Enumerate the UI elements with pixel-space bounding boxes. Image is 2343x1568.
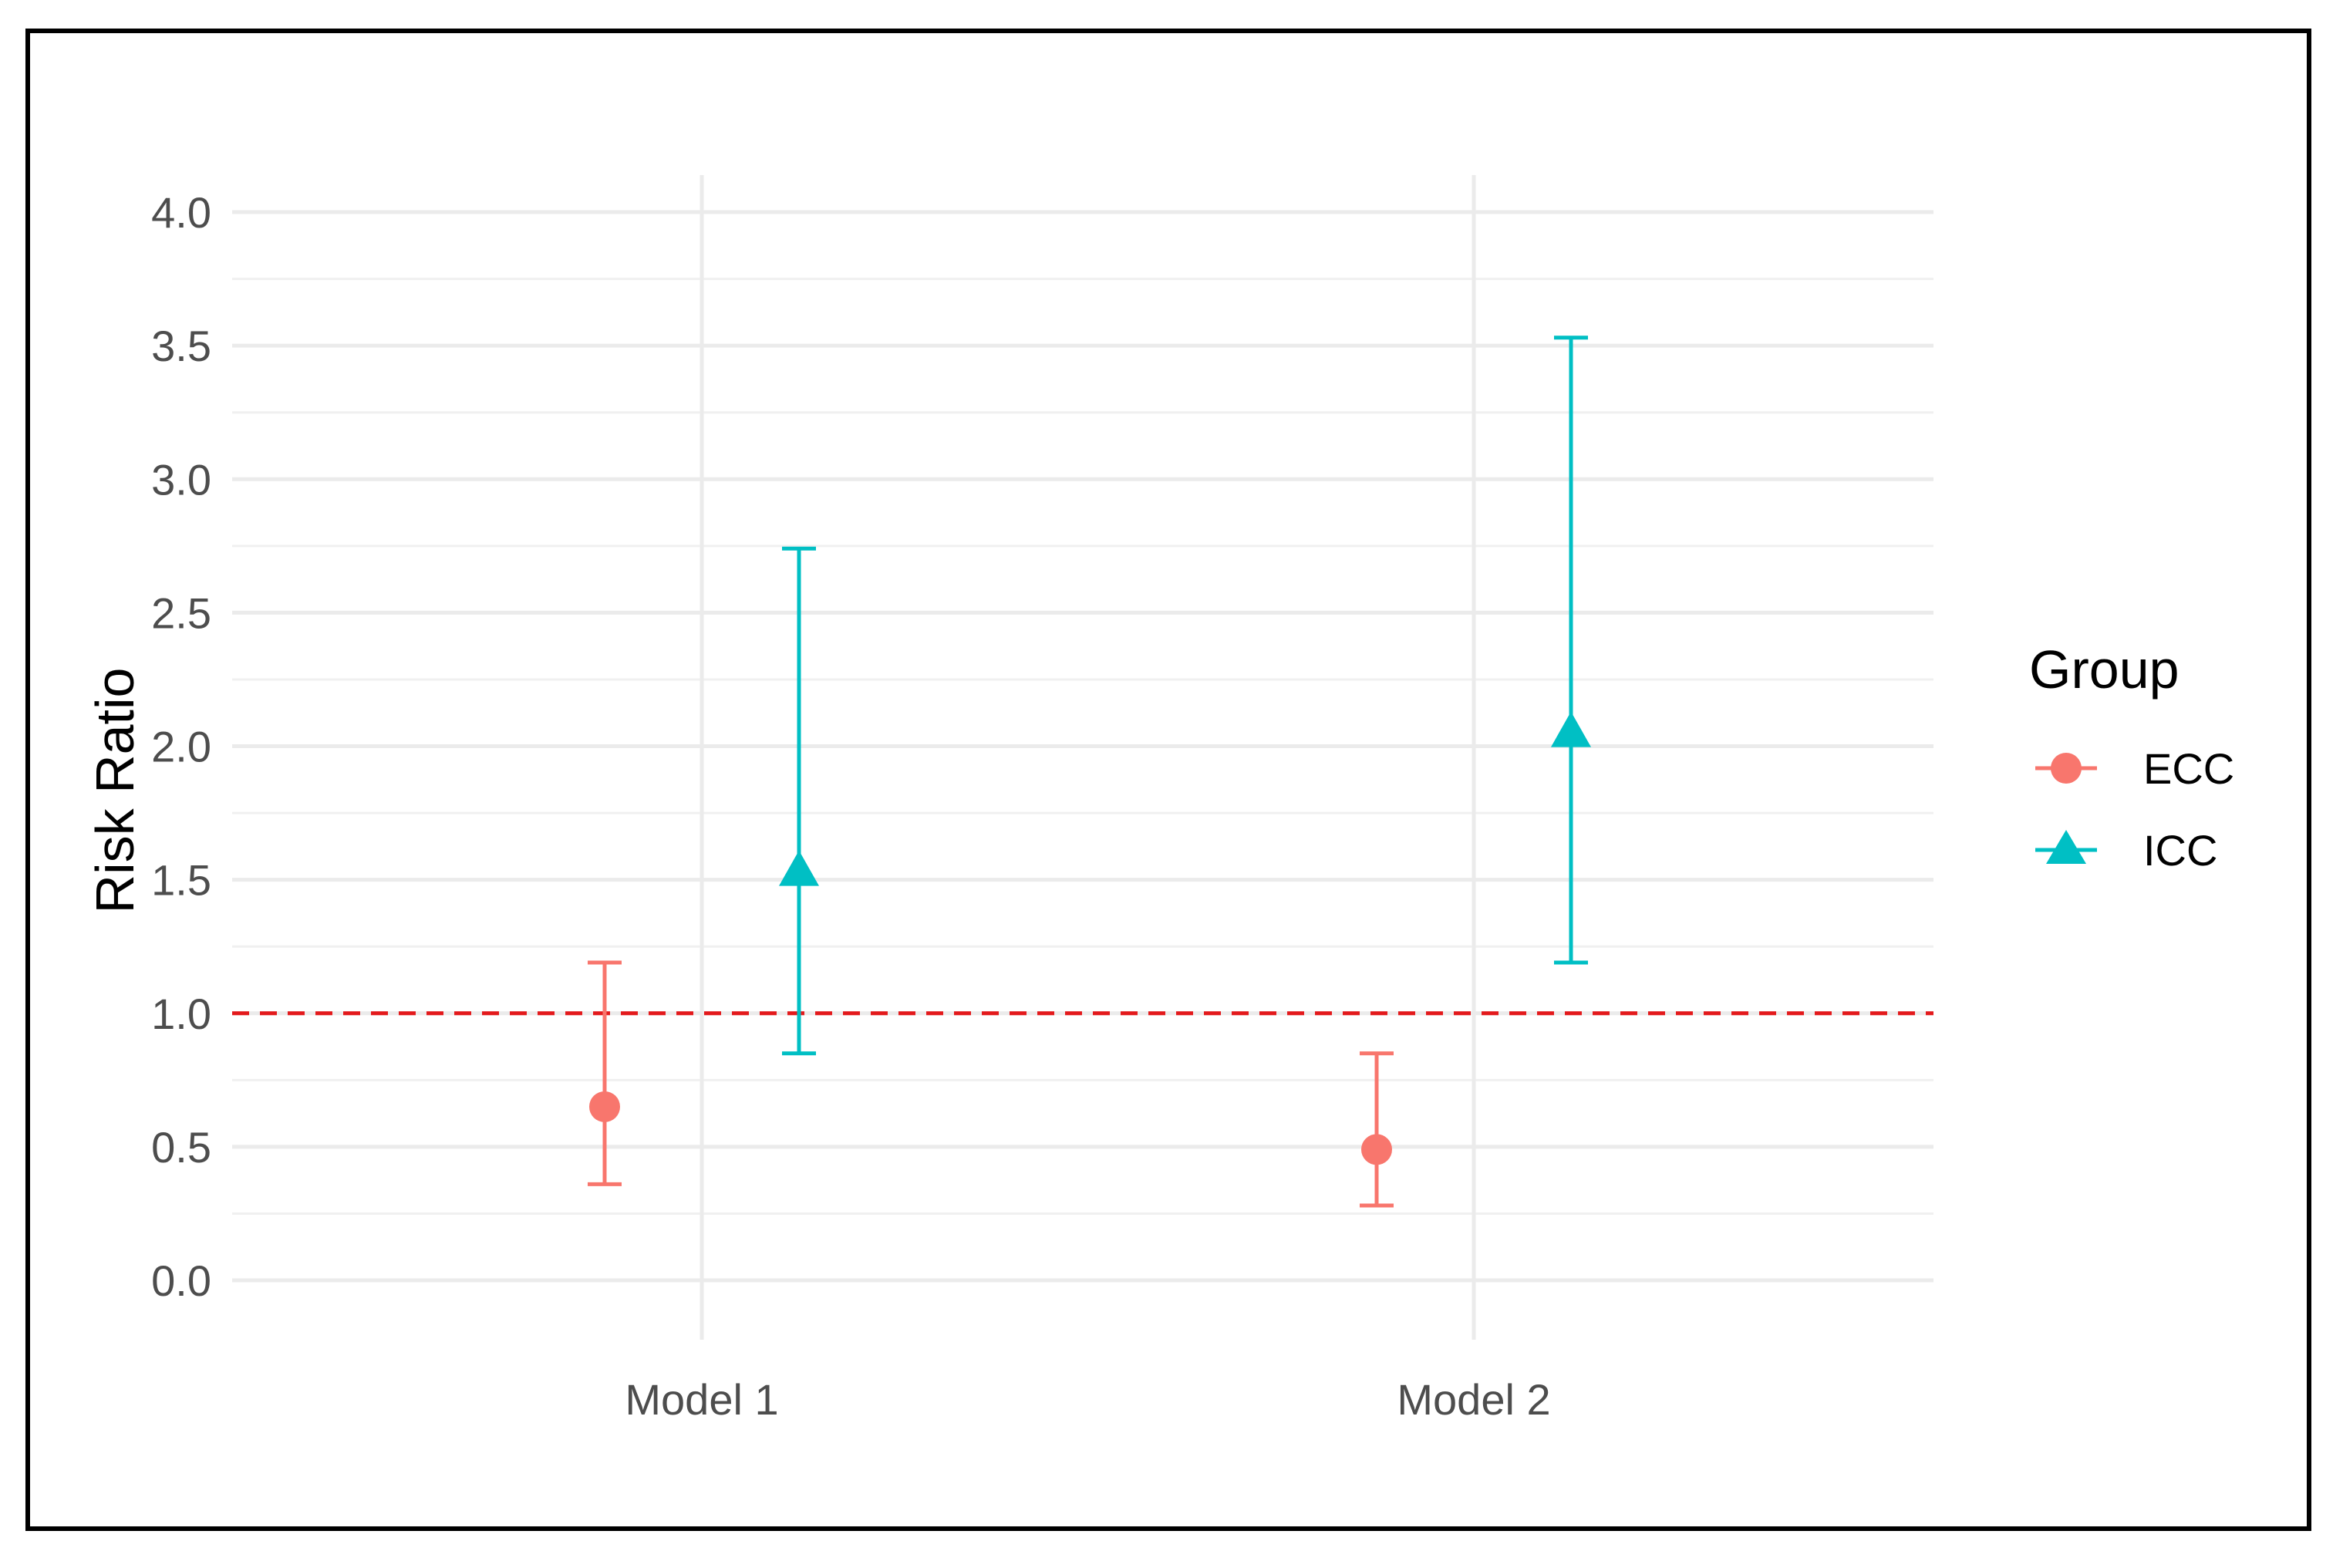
grid-major (232, 175, 1933, 1340)
y-tick-label: 0.5 (151, 1123, 211, 1172)
y-tick-label: 0.0 (151, 1256, 211, 1305)
legend-label-icc: ICC (2143, 826, 2217, 875)
y-tick-label: 1.5 (151, 856, 211, 905)
data-marks (588, 336, 1591, 1208)
x-tick-labels: Model 1 Model 2 (625, 1375, 1550, 1424)
legend-key-ecc (2051, 753, 2082, 784)
legend-title: Group (2029, 639, 2179, 700)
x-tick-label: Model 2 (1397, 1375, 1550, 1424)
chart-frame: 0.0 0.5 1.0 1.5 2.0 2.5 3.0 3.5 4.0 Model 1 Model… (25, 29, 2311, 1531)
y-axis-title: Risk Ratio (85, 668, 145, 914)
y-tick-labels: 0.0 0.5 1.0 1.5 2.0 2.5 3.0 3.5 4.0 (151, 188, 211, 1305)
point-ecc (589, 1091, 620, 1122)
risk-ratio-chart: 0.00.51.01.52.02.53.03.54.0 Model 1 Model… (85, 175, 2234, 1424)
grid-minor (232, 278, 1933, 1215)
point-icc (779, 850, 819, 886)
point-ecc (1361, 1134, 1392, 1165)
y-tick-label: 3.0 (151, 455, 211, 504)
point-icc (1551, 711, 1591, 747)
y-tick-label: 2.5 (151, 588, 211, 637)
y-tick-label: 3.5 (151, 322, 211, 370)
legend: Group ECC ICC (2029, 639, 2234, 875)
legend-key-icc (2046, 830, 2086, 864)
x-tick-label: Model 1 (625, 1375, 778, 1424)
y-tick-label: 1.0 (151, 990, 211, 1038)
legend-label-ecc: ECC (2143, 744, 2234, 793)
y-tick-label: 4.0 (151, 188, 211, 237)
y-tick-label: 2.0 (151, 723, 211, 771)
